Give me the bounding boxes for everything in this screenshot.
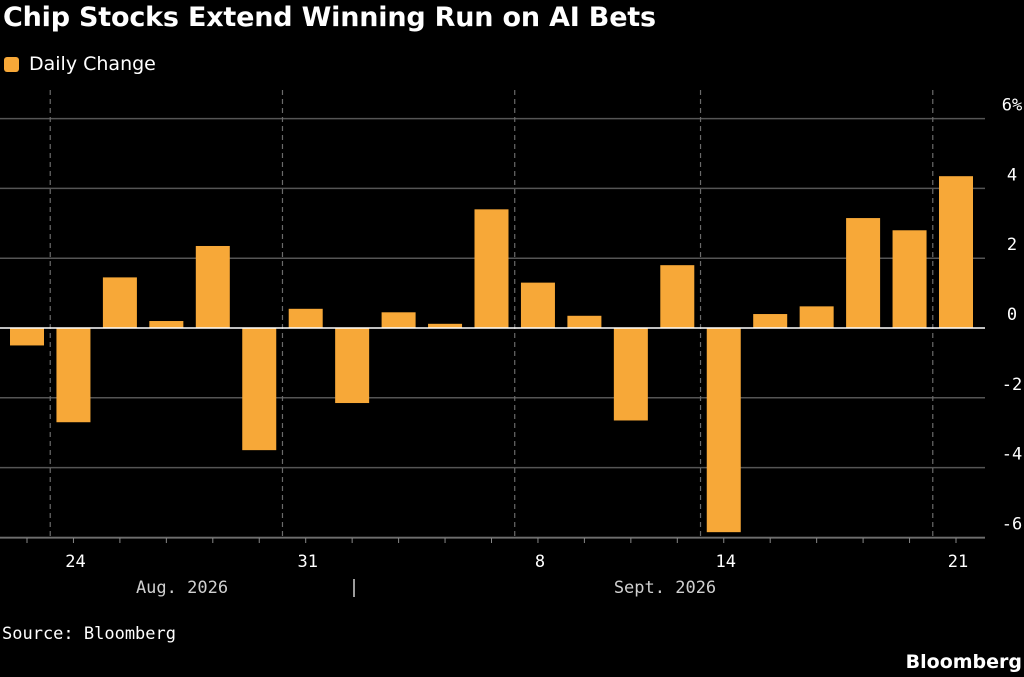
bar bbox=[706, 328, 741, 533]
bar bbox=[660, 265, 695, 328]
x-tick-label: 14 bbox=[716, 552, 736, 572]
bar bbox=[242, 328, 277, 451]
legend-swatch bbox=[4, 56, 19, 72]
y-tick-label: -2 bbox=[1002, 375, 1022, 395]
bar bbox=[381, 312, 416, 328]
bar bbox=[567, 315, 602, 328]
bar bbox=[846, 218, 881, 328]
month-label: Sept. 2026 bbox=[614, 578, 716, 598]
y-tick-label: -6 bbox=[1002, 514, 1022, 534]
bar bbox=[799, 306, 834, 328]
y-tick-label: 4 bbox=[1007, 165, 1017, 185]
bar bbox=[474, 209, 509, 328]
brand-logo: Bloomberg bbox=[905, 651, 1022, 673]
chart-title: Chip Stocks Extend Winning Run on AI Bet… bbox=[3, 2, 656, 33]
bar bbox=[288, 308, 323, 328]
bar bbox=[56, 328, 91, 423]
source-note: Source: Bloomberg bbox=[2, 624, 176, 644]
legend: Daily Change bbox=[4, 51, 156, 77]
y-tick-label: 0 bbox=[1007, 305, 1017, 325]
x-tick-label: 24 bbox=[65, 552, 85, 572]
bar bbox=[428, 323, 463, 328]
bar bbox=[195, 245, 230, 328]
bar bbox=[520, 282, 555, 328]
month-label: Aug. 2026 bbox=[136, 578, 228, 598]
bar bbox=[335, 328, 370, 404]
bar bbox=[613, 328, 648, 421]
x-tick-label: 21 bbox=[948, 552, 968, 572]
y-tick-label: 6% bbox=[1002, 96, 1022, 116]
bar bbox=[892, 230, 927, 328]
x-tick-label: 31 bbox=[297, 552, 317, 572]
y-tick-label: 2 bbox=[1007, 235, 1017, 255]
bar bbox=[10, 328, 44, 346]
bar bbox=[102, 277, 137, 328]
bar bbox=[149, 321, 184, 328]
legend-label: Daily Change bbox=[29, 53, 156, 75]
x-tick-label: 8 bbox=[535, 552, 545, 572]
bar bbox=[939, 176, 973, 328]
y-tick-label: -4 bbox=[1002, 445, 1022, 465]
bar bbox=[753, 314, 788, 328]
